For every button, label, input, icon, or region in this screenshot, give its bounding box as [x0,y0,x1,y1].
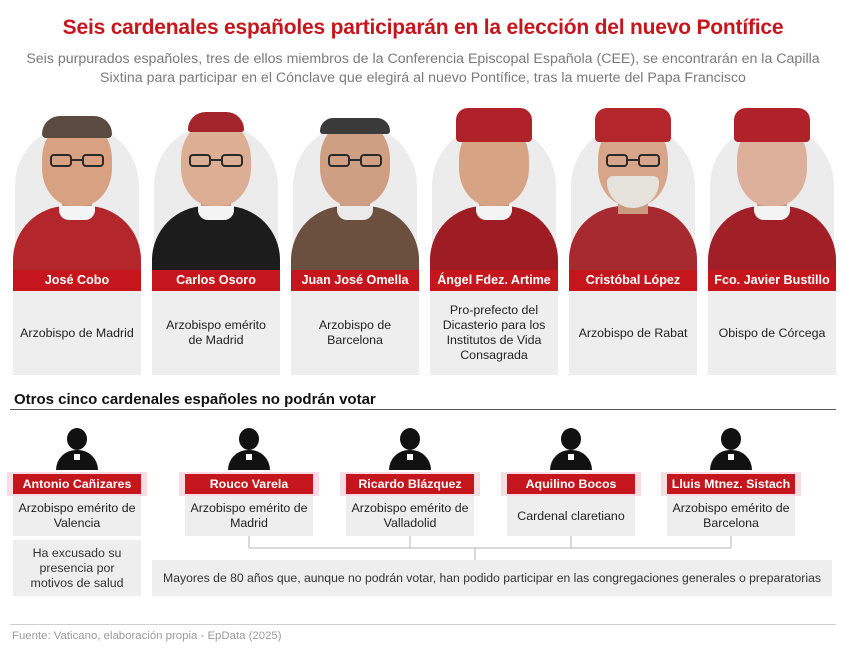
portrait-lopez [569,98,697,270]
nonvoter-name: Antonio Cañizares [13,474,141,494]
elector-name: Ángel Fdez. Artime [430,270,558,291]
elector-name: Cristóbal López [569,270,697,291]
elector-role: Arzobispo de Rabat [569,291,697,375]
elector-name: José Cobo [13,270,141,291]
group-note: Mayores de 80 años que, aunque no podrán… [152,560,832,596]
nonvoter-name: Ricardo Blázquez [346,474,474,494]
section-divider [10,409,836,410]
nonvoter-role: Cardenal claretiano [507,496,635,536]
footer-divider [10,624,836,625]
person-icon [550,428,592,470]
elector-role: Pro-prefecto del Dicasterio para los Ins… [430,291,558,375]
portrait-artime [430,98,558,270]
nonvoter-name: Lluis Mtnez. Sistach [667,474,795,494]
nonvoter-role: Arzobispo emérito de Valladolid [346,496,474,536]
nonvoter-name: Aquilino Bocos [507,474,635,494]
elector-role: Arzobispo emérito de Madrid [152,291,280,375]
section-title: Otros cinco cardenales españoles no podr… [14,391,376,408]
portrait-osoro [152,98,280,270]
nonvoter-name: Rouco Varela [185,474,313,494]
portrait-cobo [13,98,141,270]
nonvoter-role: Arzobispo emérito de Madrid [185,496,313,536]
elector-name: Carlos Osoro [152,270,280,291]
elector-role: Arzobispo de Barcelona [291,291,419,375]
person-icon [56,428,98,470]
nonvoter-role: Arzobispo emérito de Valencia [13,496,141,536]
person-icon [389,428,431,470]
nonvoter-note: Ha excusado su presencia por motivos de … [13,540,141,596]
nonvoter-role: Arzobispo emérito de Barcelona [667,496,795,536]
person-icon [710,428,752,470]
page-subtitle: Seis purpurados españoles, tres de ellos… [26,51,820,86]
elector-role: Arzobispo de Madrid [13,291,141,375]
page-title: Seis cardenales españoles participarán e… [62,16,784,39]
elector-name: Juan José Omella [291,270,419,291]
source-credit: Fuente: Vaticano, elaboración propia - E… [12,630,282,642]
portrait-bustillo [708,98,836,270]
person-icon [228,428,270,470]
portrait-omella [291,98,419,270]
elector-role: Obispo de Córcega [708,291,836,375]
elector-name: Fco. Javier Bustillo [708,270,836,291]
